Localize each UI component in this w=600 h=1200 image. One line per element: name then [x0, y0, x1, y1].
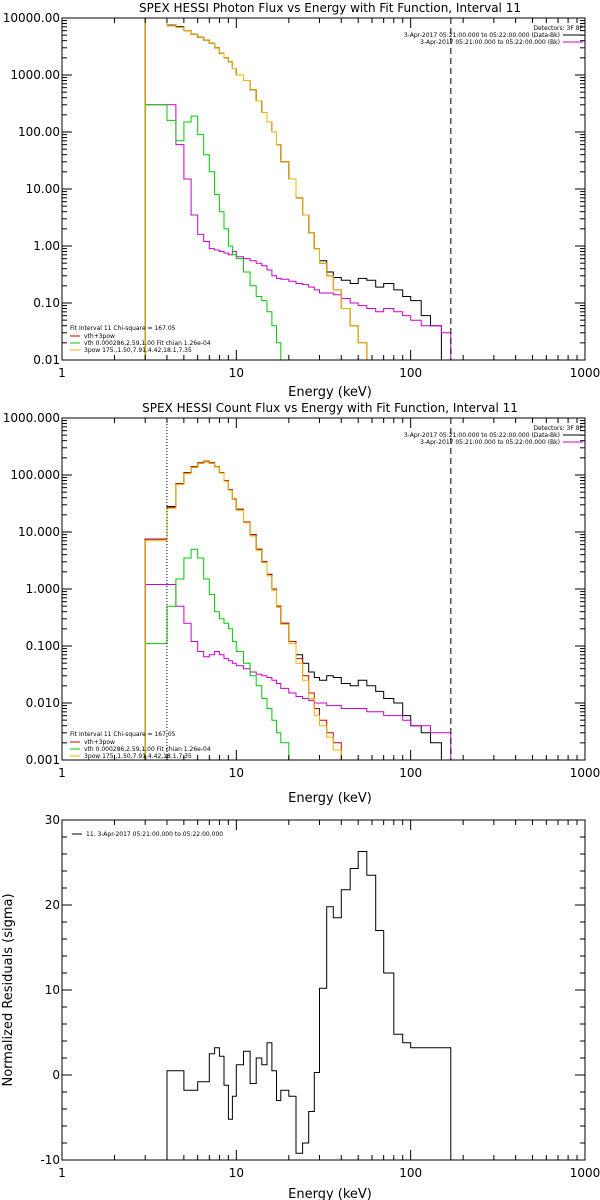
photon-ytick-label: 10000.00 [3, 11, 60, 25]
photon-fit-header: Fit Interval 11 Chi-square = 167.05 [70, 325, 176, 332]
residuals-ytick-label: 10 [45, 983, 60, 997]
photon-legend-header: Detectors: 3F 8F [533, 25, 583, 32]
photon-ytick-label: 10.00 [26, 182, 60, 196]
residuals-x-ticks: 1 10 100 1000 [58, 820, 600, 1180]
photon-xtick-label: 1 [58, 366, 66, 380]
photon-series-3pow [144, 18, 451, 360]
count-x-axis-label: Energy (keV) [288, 791, 372, 806]
photon-ytick-label: 1.00 [33, 239, 60, 253]
residuals-ytick-label: 0 [52, 1068, 60, 1082]
residuals-xtick-label: 10 [229, 1166, 244, 1180]
residuals-plot-frame [61, 819, 586, 1161]
count-fit-vth-label: vth 0.000286,2.59,1.00 Fit chian 1.26e-0… [84, 746, 211, 753]
residuals-panel: 1 10 100 1000 -10 0 10 20 30 Energy (keV) Norma… [1, 813, 600, 1200]
count-series-layer [144, 460, 452, 760]
photon-fit-3pow-label: 3pow 175.,1.50,7.91,4.42,18.1,7.35 [84, 347, 192, 354]
count-ytick-label: 100.000 [10, 468, 60, 482]
photon-fit-total-label: vth+3pow [84, 333, 115, 340]
residuals-y-ticks: -10 0 10 20 30 [40, 813, 585, 1167]
count-legend-top-right: Detectors: 3F 8F 3-Apr-2017 05:21:00.000… [404, 425, 584, 446]
photon-series-bk [144, 104, 452, 360]
photon-fit-vth-label: vth 0.000286,2.59,1.00 Fit chian 1.26e-0… [84, 340, 211, 347]
photon-x-axis-label: Energy (keV) [288, 385, 372, 400]
count-flux-panel: SPEX HESSI Count Flux vs Energy with Fit… [3, 401, 600, 806]
count-legend-header: Detectors: 3F 8F [533, 425, 583, 432]
residuals-legend-label: 11. 3-Apr-2017 05:21:00.000 to 05:22:00.… [86, 831, 223, 838]
photon-ytick-label: 0.01 [33, 353, 60, 367]
photon-y-ticks: 0.01 0.10 1.00 10.00 100.00 1000.00 10000.00 [3, 11, 585, 367]
photon-series-vth [144, 104, 451, 360]
count-ytick-label: 0.001 [26, 753, 60, 767]
photon-flux-panel: SPEX HESSI Photon Flux vs Energy with Fi… [3, 1, 600, 400]
residuals-x-axis-label: Energy (keV) [288, 1187, 372, 1200]
residuals-series-layer [166, 851, 452, 1160]
count-xtick-label: 1 [58, 766, 66, 780]
count-legend-entry-data: 3-Apr-2017 05:21:00.000 to 05:22:00.000 … [404, 432, 560, 439]
count-fit-total-label: vth+3pow [84, 739, 115, 746]
photon-series-layer [144, 18, 452, 360]
count-x-ticks: 1 10 100 1000 [58, 418, 600, 780]
residuals-y-axis-label: Normalized Residuals (sigma) [1, 893, 16, 1086]
residuals-legend: 11. 3-Apr-2017 05:21:00.000 to 05:22:00.… [72, 831, 223, 838]
count-ytick-label: 1000.000 [3, 411, 60, 425]
count-legend-entry-bk: 3-Apr-2017 05:21:00.000 to 05:22:00.000 … [420, 439, 560, 446]
photon-ytick-label: 100.00 [18, 125, 60, 139]
photon-chart-title: SPEX HESSI Photon Flux vs Energy with Fi… [139, 1, 521, 15]
residuals-ytick-label: 30 [45, 813, 60, 827]
count-xtick-label: 1000 [570, 766, 600, 780]
count-chart-title: SPEX HESSI Count Flux vs Energy with Fit… [142, 401, 518, 415]
count-ytick-label: 1.000 [26, 582, 60, 596]
photon-legend-bottom-left: Fit Interval 11 Chi-square = 167.05 vth+… [70, 325, 211, 354]
residuals-series-residuals [166, 851, 452, 1160]
count-legend-bottom-left: Fit Interval 11 Chi-square = 167.05 vth+… [70, 731, 211, 760]
count-plot-frame [61, 417, 586, 761]
count-vline-layer [166, 418, 452, 760]
photon-x-ticks: 1 10 100 1000 [58, 18, 600, 380]
residuals-xtick-label: 100 [399, 1166, 422, 1180]
photon-xtick-label: 1000 [570, 366, 600, 380]
photon-xtick-label: 100 [399, 366, 422, 380]
count-series-vth [144, 548, 451, 760]
count-fit-header: Fit Interval 11 Chi-square = 167.05 [70, 731, 176, 738]
residuals-xtick-label: 1 [58, 1166, 66, 1180]
count-ytick-label: 0.100 [26, 639, 60, 653]
photon-ytick-label: 1000.00 [10, 68, 60, 82]
count-series-bk [144, 584, 452, 760]
count-ytick-label: 0.010 [26, 696, 60, 710]
photon-legend-entry-data: 3-Apr-2017 05:21:00.000 to 05:22:00.000 … [404, 32, 560, 39]
residuals-ytick-label: 20 [45, 898, 60, 912]
photon-ytick-label: 0.10 [33, 296, 60, 310]
photon-plot-frame [61, 17, 586, 361]
count-fit-3pow-label: 3pow 175.,1.50,7.91,4.42,18.1,7.35 [84, 753, 192, 760]
count-xtick-label: 100 [399, 766, 422, 780]
count-series-data-bk [144, 461, 451, 760]
residuals-xtick-label: 1000 [570, 1166, 600, 1180]
count-xtick-label: 10 [229, 766, 244, 780]
photon-xtick-label: 10 [229, 366, 244, 380]
count-ytick-label: 10.000 [18, 525, 60, 539]
count-y-ticks: 0.001 0.010 0.100 1.000 10.000 100.000 1000.00… [3, 411, 585, 767]
photon-legend-entry-bk: 3-Apr-2017 05:21:00.000 to 05:22:00.000 … [420, 39, 560, 46]
photon-legend-top-right: Detectors: 3F 8F 3-Apr-2017 05:21:00.000… [404, 25, 584, 46]
residuals-ytick-label: -10 [40, 1153, 60, 1167]
